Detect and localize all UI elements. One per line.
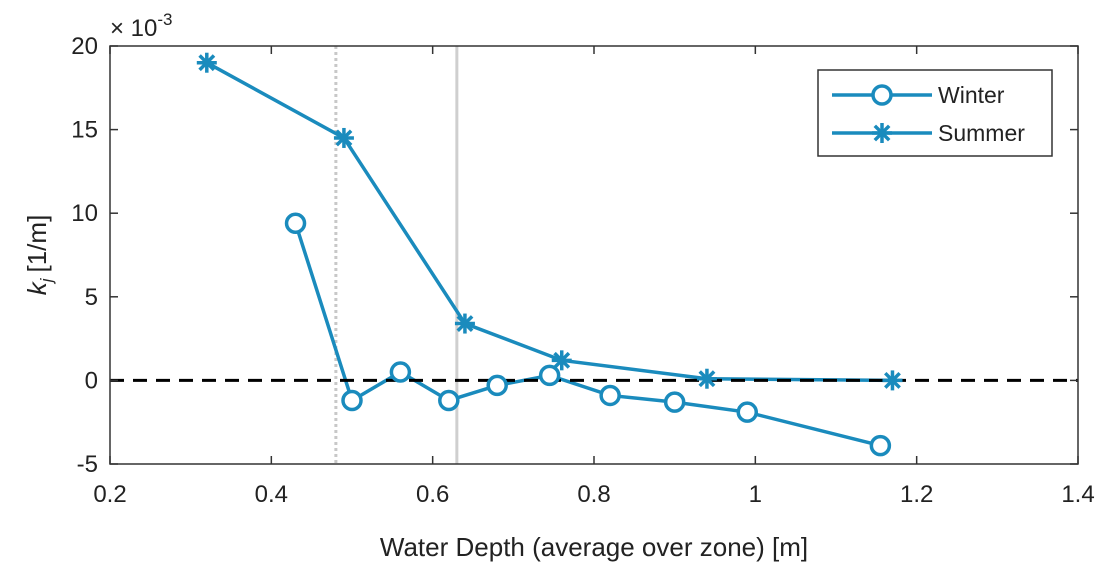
x-tick-label: 0.4	[255, 481, 288, 508]
y-exponent-power: -3	[157, 10, 172, 29]
x-tick-label: 0.2	[93, 481, 126, 508]
summer-point	[551, 350, 572, 371]
summer-point-stroke	[198, 54, 216, 72]
summer-point-stroke	[553, 351, 571, 369]
summer-point	[882, 370, 903, 391]
winter-point	[869, 434, 892, 457]
legend-box	[817, 69, 1053, 157]
winter-point	[486, 374, 508, 397]
y-tick-label: 20	[71, 33, 98, 60]
winter-point	[538, 364, 561, 387]
legend-label: Winter	[938, 82, 1005, 108]
y-axis-label: kj [1/m]	[22, 215, 56, 296]
winter-point	[663, 391, 686, 413]
y-tick-label: 10	[71, 200, 98, 227]
ticks-layer: 0.2 0.4 0.6 0.8 1 1.2 1.4 -5 0 5 10 15 20	[71, 33, 1094, 508]
x-tick-label: 0.6	[416, 481, 449, 508]
svg-text:kj[1/m]: kj [1/m]	[22, 215, 56, 296]
summer-point-stroke	[456, 315, 474, 332]
legend-item-summer: Summer	[832, 120, 1025, 146]
y-tick-label: 5	[85, 284, 98, 311]
y-tick-label: 15	[71, 117, 98, 144]
x-axis-label: Water Depth (average over zone) [m]	[380, 532, 808, 562]
summer-line	[205, 61, 893, 383]
winter-line	[293, 222, 881, 448]
x-tick-label: 0.8	[577, 481, 610, 508]
y-label-subscript: j	[37, 277, 56, 284]
summer-point	[454, 313, 475, 334]
summer-series	[205, 61, 893, 383]
y-tick-label: -5	[77, 451, 98, 478]
y-label-unit: [1/m]	[22, 215, 52, 273]
x-tick-label: 1.4	[1061, 481, 1094, 508]
winter-point	[284, 212, 307, 234]
y-axis-exponent: × 10-3	[110, 10, 173, 42]
legend: Winter Summer	[817, 69, 1053, 157]
legend-item-winter: Winter	[832, 82, 1005, 108]
summer-point	[333, 127, 354, 148]
y-tick-label: 0	[85, 367, 98, 394]
summer-point-stroke	[873, 124, 891, 142]
summer-point	[196, 52, 217, 73]
winter-point	[871, 84, 893, 106]
summer-point-stroke	[884, 371, 901, 389]
summer-point	[696, 368, 717, 389]
summer-markers	[196, 52, 903, 391]
legend-label: Summer	[938, 120, 1025, 146]
summer-point-stroke	[335, 129, 353, 147]
winter-point	[438, 389, 460, 412]
series-layer	[110, 52, 1078, 457]
y-exponent-base: × 10	[110, 15, 157, 42]
winter-series	[293, 222, 881, 448]
winter-point	[599, 384, 621, 407]
winter-markers	[284, 212, 892, 457]
winter-point	[736, 401, 759, 423]
x-tick-label: 1.2	[900, 481, 933, 508]
summer-point-stroke	[698, 370, 716, 388]
x-tick-label: 1	[749, 481, 762, 508]
winter-point	[341, 389, 363, 412]
legend-items: Winter Summer	[832, 82, 1025, 146]
winter-point	[389, 361, 412, 383]
summer-point	[872, 123, 892, 143]
y-label-main: k	[22, 280, 52, 295]
